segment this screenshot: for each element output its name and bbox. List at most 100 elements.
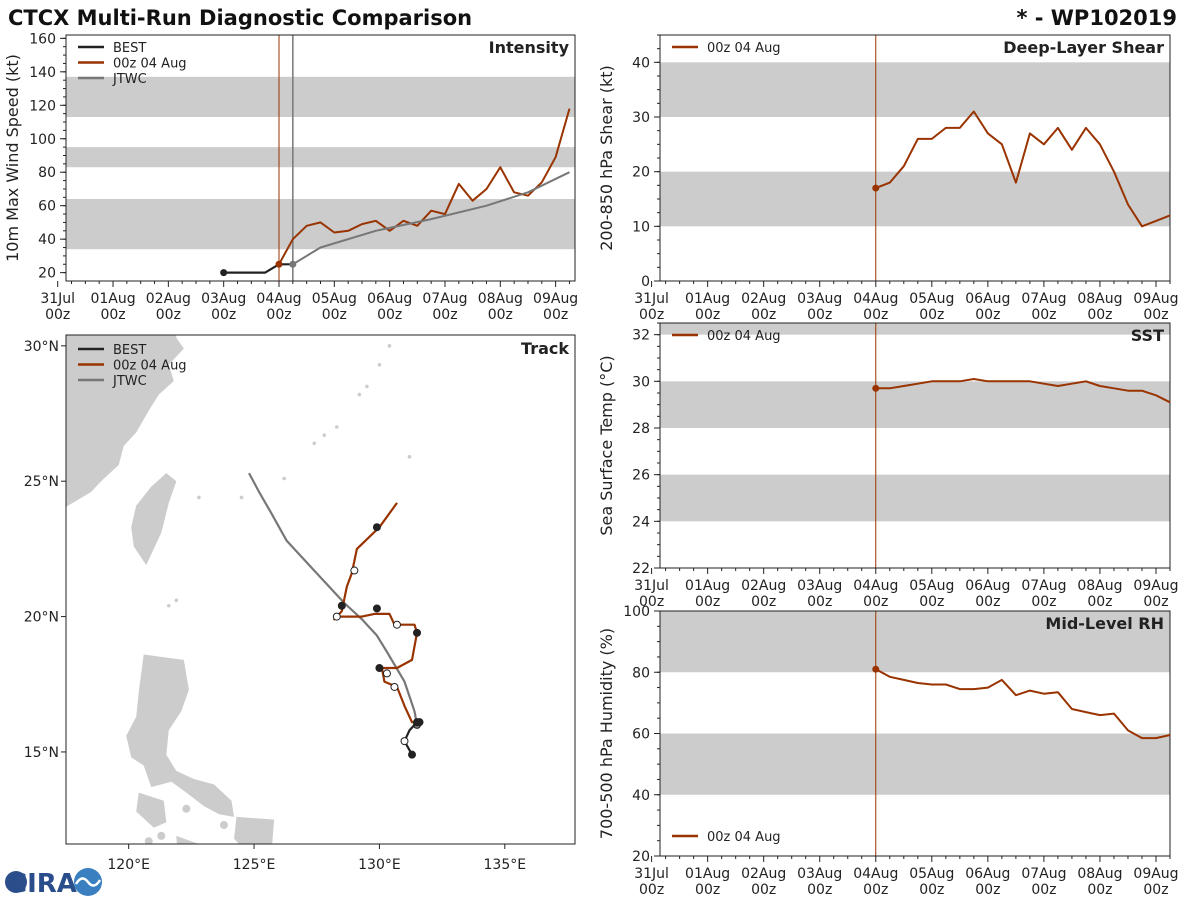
land-small-island [182, 804, 191, 813]
x-tick-hour: 00z [919, 307, 944, 323]
x-tick-day: 09Aug [1133, 866, 1178, 882]
gray-band [660, 381, 1170, 428]
land-islet [357, 392, 362, 397]
land-islet [365, 384, 369, 389]
land-china-coast [66, 335, 184, 507]
x-tick-hour: 00z [1031, 307, 1056, 323]
x-tick-hour: 00z [211, 307, 236, 323]
x-tick-day: 31Jul [634, 291, 669, 307]
x-tick-hour: 00z [488, 307, 513, 323]
x-tick-day: 08Aug [1077, 866, 1122, 882]
gray-band [660, 323, 1170, 335]
y-tick-label: 40 [38, 232, 56, 248]
x-tick-day: 07Aug [1021, 866, 1066, 882]
y-tick-label: 24 [632, 514, 650, 530]
track-marker-best [408, 750, 417, 759]
lon-tick-label: 120°E [107, 857, 150, 873]
x-tick-day: 09Aug [1133, 291, 1178, 307]
x-tick-hour: 00z [807, 307, 832, 323]
lon-tick-label: 130°E [358, 857, 401, 873]
x-tick-day: 05Aug [312, 291, 357, 307]
land-small-island [144, 837, 153, 844]
x-tick-day: 01Aug [685, 291, 730, 307]
land-small-island [157, 831, 166, 840]
x-tick-day: 08Aug [478, 291, 523, 307]
x-tick-day: 02Aug [741, 578, 786, 594]
x-tick-hour: 00z [639, 882, 664, 898]
gray-band [660, 611, 1170, 673]
y-axis-label: 700-500 hPa Humidity (%) [597, 628, 616, 839]
x-tick-hour: 00z [1143, 307, 1168, 323]
lat-tick-label: 15°N [24, 745, 59, 761]
land-islet [322, 433, 327, 437]
lat-tick-label: 20°N [24, 610, 59, 626]
panel-title: Deep-Layer Shear [1003, 38, 1164, 57]
cira-logo: CIRA [5, 868, 102, 899]
land-islet [174, 598, 179, 603]
x-tick-hour: 00z [1143, 882, 1168, 898]
land-small-island [219, 821, 228, 830]
track-marker-00z-04-aug [413, 628, 422, 637]
land-islet [377, 362, 382, 367]
x-tick-hour: 00z [322, 307, 347, 323]
x-tick-day: 09Aug [533, 291, 578, 307]
x-tick-day: 03Aug [201, 291, 246, 307]
gray-band [660, 171, 1170, 227]
y-tick-label: 32 [632, 328, 650, 344]
legend-label-00z-04-aug: 00z 04 Aug [707, 329, 781, 344]
x-tick-day: 08Aug [1077, 578, 1122, 594]
x-tick-hour: 00z [863, 882, 888, 898]
series-start-marker [872, 184, 880, 192]
x-tick-day: 01Aug [90, 291, 135, 307]
x-tick-day: 05Aug [909, 578, 954, 594]
legend-label-00z-04-aug: 00z 04 Aug [707, 41, 781, 56]
gray-band [66, 199, 575, 250]
gray-band [660, 62, 1170, 117]
x-tick-hour: 00z [919, 882, 944, 898]
x-tick-hour: 00z [1087, 882, 1112, 898]
y-tick-label: 30 [632, 110, 650, 126]
x-tick-day: 31Jul [634, 578, 669, 594]
land-islet [239, 495, 244, 500]
y-tick-label: 140 [29, 65, 56, 81]
y-tick-label: 0 [641, 274, 650, 290]
series-start-marker [220, 269, 228, 277]
x-tick-day: 01Aug [685, 866, 730, 882]
y-tick-label: 160 [29, 31, 56, 47]
x-tick-hour: 00z [863, 594, 888, 610]
x-tick-hour: 00z [807, 882, 832, 898]
gray-band [66, 76, 575, 117]
y-tick-label: 20 [632, 165, 650, 181]
land-islet [387, 344, 392, 348]
track-line-best [403, 721, 418, 756]
y-tick-label: 20 [632, 849, 650, 865]
legend-label-jtwc: JTWC [112, 374, 147, 389]
x-tick-day: 04Aug [853, 578, 898, 594]
land-panay [176, 835, 199, 844]
x-tick-day: 06Aug [965, 291, 1010, 307]
y-tick-label: 30 [632, 374, 650, 390]
x-tick-hour: 00z [695, 307, 720, 323]
x-tick-hour: 00z [975, 307, 1000, 323]
track-marker-00z-04-aug [382, 669, 391, 678]
land-islet [167, 603, 171, 608]
panel-title: Intensity [489, 38, 570, 57]
panel-title: Mid-Level RH [1045, 614, 1164, 633]
y-tick-label: 40 [632, 55, 650, 71]
series-start-marker [872, 384, 880, 392]
logo-text: CIRA [8, 869, 77, 899]
x-tick-hour: 00z [45, 307, 70, 323]
lon-tick-label: 125°E [233, 857, 276, 873]
x-tick-day: 05Aug [909, 291, 954, 307]
lat-tick-label: 30°N [24, 339, 59, 355]
x-tick-day: 03Aug [797, 866, 842, 882]
figure-title: CTCX Multi-Run Diagnostic Comparison [8, 6, 472, 30]
y-tick-label: 120 [29, 98, 56, 114]
series-line-00z-04-aug [875, 668, 1171, 740]
x-tick-day: 02Aug [146, 291, 191, 307]
x-tick-day: 02Aug [741, 291, 786, 307]
track-marker-00z-04-aug [375, 664, 384, 673]
x-tick-day: 02Aug [741, 866, 786, 882]
x-tick-hour: 00z [639, 307, 664, 323]
legend-label-jtwc: JTWC [112, 72, 147, 87]
